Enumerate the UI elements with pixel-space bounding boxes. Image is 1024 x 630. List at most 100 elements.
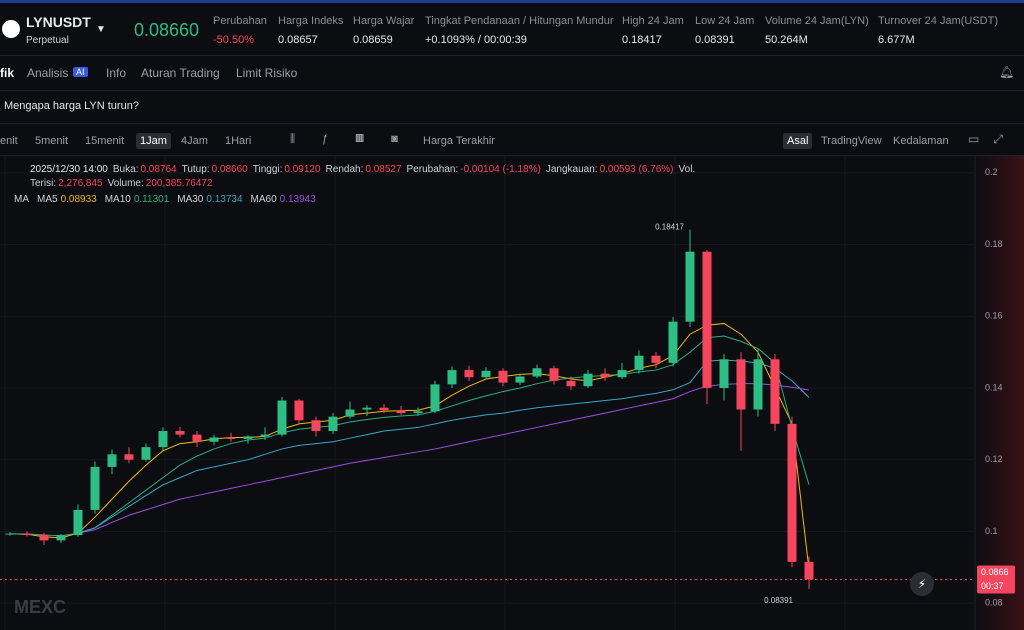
candle-body xyxy=(719,359,729,388)
candle-body xyxy=(787,423,797,562)
top-bar xyxy=(0,0,1024,3)
candle-body xyxy=(770,359,780,424)
notice[interactable]: Mengapa harga LYN turun? xyxy=(4,100,139,112)
candle-body xyxy=(549,368,559,381)
info-date: 2025/12/30 14:00 xyxy=(30,164,108,175)
view-button[interactable]: Kedalaman xyxy=(893,135,949,147)
interval[interactable]: 4Jam xyxy=(181,135,208,147)
stat-value: 0.08657 xyxy=(278,34,318,46)
ma-name: MA10 xyxy=(104,194,131,205)
stat-label: Turnover 24 Jam(USDT) xyxy=(878,15,999,27)
candle-body xyxy=(617,370,627,378)
ma-line xyxy=(77,383,810,534)
separator xyxy=(0,90,1024,91)
candle-body xyxy=(379,407,389,411)
tab[interactable]: Limit Risiko xyxy=(236,66,298,80)
interval[interactable]: 5menit xyxy=(35,135,69,147)
info-label: Buka: xyxy=(112,164,139,175)
candle-body xyxy=(328,416,338,432)
info-label: Tinggi: xyxy=(252,164,283,175)
interval[interactable]: 1Hari xyxy=(225,135,252,147)
candle-body xyxy=(753,359,763,410)
ma-value: 0.13943 xyxy=(279,194,316,205)
layout-icons[interactable]: ▭⤢ xyxy=(968,132,1017,146)
tab[interactable]: Analisis xyxy=(27,66,69,80)
last-price: 0.08660 xyxy=(134,20,200,40)
info-value: 200,385.76472 xyxy=(145,178,213,189)
tab[interactable]: Info xyxy=(106,66,127,80)
info-label: Vol. Terisi: xyxy=(30,164,696,189)
tab-badge: AI xyxy=(73,67,88,77)
price-tag-bg xyxy=(977,565,1015,594)
ma-name: MA60 xyxy=(250,194,277,205)
contract: Perpetual xyxy=(26,35,69,46)
candle-body xyxy=(158,431,168,448)
candle-body xyxy=(5,533,15,535)
tab[interactable]: Aturan Trading xyxy=(141,66,220,80)
candle-body xyxy=(413,411,423,414)
candle-body xyxy=(685,251,695,322)
high-label: 0.18417 xyxy=(655,223,684,232)
y-tick-label: 0.1 xyxy=(985,526,998,536)
info-value: 0.08660 xyxy=(211,164,248,175)
candle-body xyxy=(73,509,83,536)
y-tick-label: 0.18 xyxy=(985,239,1003,249)
ma-name: MA5 xyxy=(37,194,58,205)
symbol[interactable]: LYNUSDT xyxy=(26,14,91,30)
ohlc-info: 2025/12/30 14:00 Buka: 0.08764 Tutup: 0.0866… xyxy=(30,163,830,191)
y-tick-label: 0.2 xyxy=(985,167,998,177)
candle-body xyxy=(498,370,508,383)
candle-body xyxy=(362,407,372,410)
candle-body xyxy=(532,368,542,377)
info-label: Volume: xyxy=(107,178,144,189)
separator xyxy=(0,123,1024,124)
y-tick-label: 0.08 xyxy=(985,598,1003,608)
price-type[interactable]: Harga Terakhir xyxy=(423,135,495,147)
stat-value: -50.50% xyxy=(213,34,254,46)
stat-value: 0.18417 xyxy=(622,34,662,46)
stat-label: High 24 Jam xyxy=(622,15,684,27)
ma-value: 0.08933 xyxy=(60,194,97,205)
stat-label: Tingkat Pendanaan / Hitungan Mundur xyxy=(425,15,614,27)
watermark: MEXC xyxy=(14,597,67,617)
candle-body xyxy=(481,370,491,378)
candle-body xyxy=(464,370,474,378)
stat-value: 0.08659 xyxy=(353,34,393,46)
tab[interactable]: fik xyxy=(0,66,15,80)
countdown: 00:37 xyxy=(981,581,1004,591)
candle-body xyxy=(175,431,185,435)
candle-body xyxy=(396,410,406,414)
flash-button[interactable]: ⚡︎ xyxy=(910,572,934,596)
info-value: -0.00104 (-1.18%) xyxy=(460,164,541,175)
candle-body xyxy=(311,420,321,432)
stat-label: Harga Wajar xyxy=(353,15,415,27)
info-value: 0.00593 (6.76%) xyxy=(599,164,674,175)
candle-body xyxy=(209,437,219,442)
candle-body xyxy=(634,355,644,371)
logo xyxy=(2,20,20,38)
interval[interactable]: 1Jam xyxy=(136,133,171,149)
ma-label: MA xyxy=(14,194,29,205)
view-button[interactable]: Asal xyxy=(783,133,813,149)
ma-line xyxy=(77,359,810,534)
candle-body xyxy=(600,373,610,378)
view-button[interactable]: TradingView xyxy=(821,135,882,147)
candle-body xyxy=(56,535,66,541)
info-label: Rendah: xyxy=(325,164,364,175)
info-value: 0.08527 xyxy=(365,164,402,175)
info-value: 2,276,845 xyxy=(58,178,103,189)
stat-label: Low 24 Jam xyxy=(695,15,755,27)
bell-icon[interactable]: 🔔︎ xyxy=(999,65,1015,79)
interval[interactable]: enit xyxy=(0,135,18,147)
candle-body xyxy=(141,447,151,460)
stat-value: +0.1093% / 00:00:39 xyxy=(425,34,527,46)
interval[interactable]: 15menit xyxy=(85,135,125,147)
candle-body xyxy=(668,321,678,363)
candle-body xyxy=(226,437,236,439)
price-tag: 0.0866 xyxy=(981,567,1009,577)
tool-icons[interactable]: ⫼ ƒ ▦ ◙ xyxy=(290,133,410,145)
caret[interactable]: ▼ xyxy=(96,24,106,35)
ma-legend: MA MA5 0.08933 MA10 0.11301 MA30 0.13734 MA60 0.… xyxy=(14,194,324,205)
